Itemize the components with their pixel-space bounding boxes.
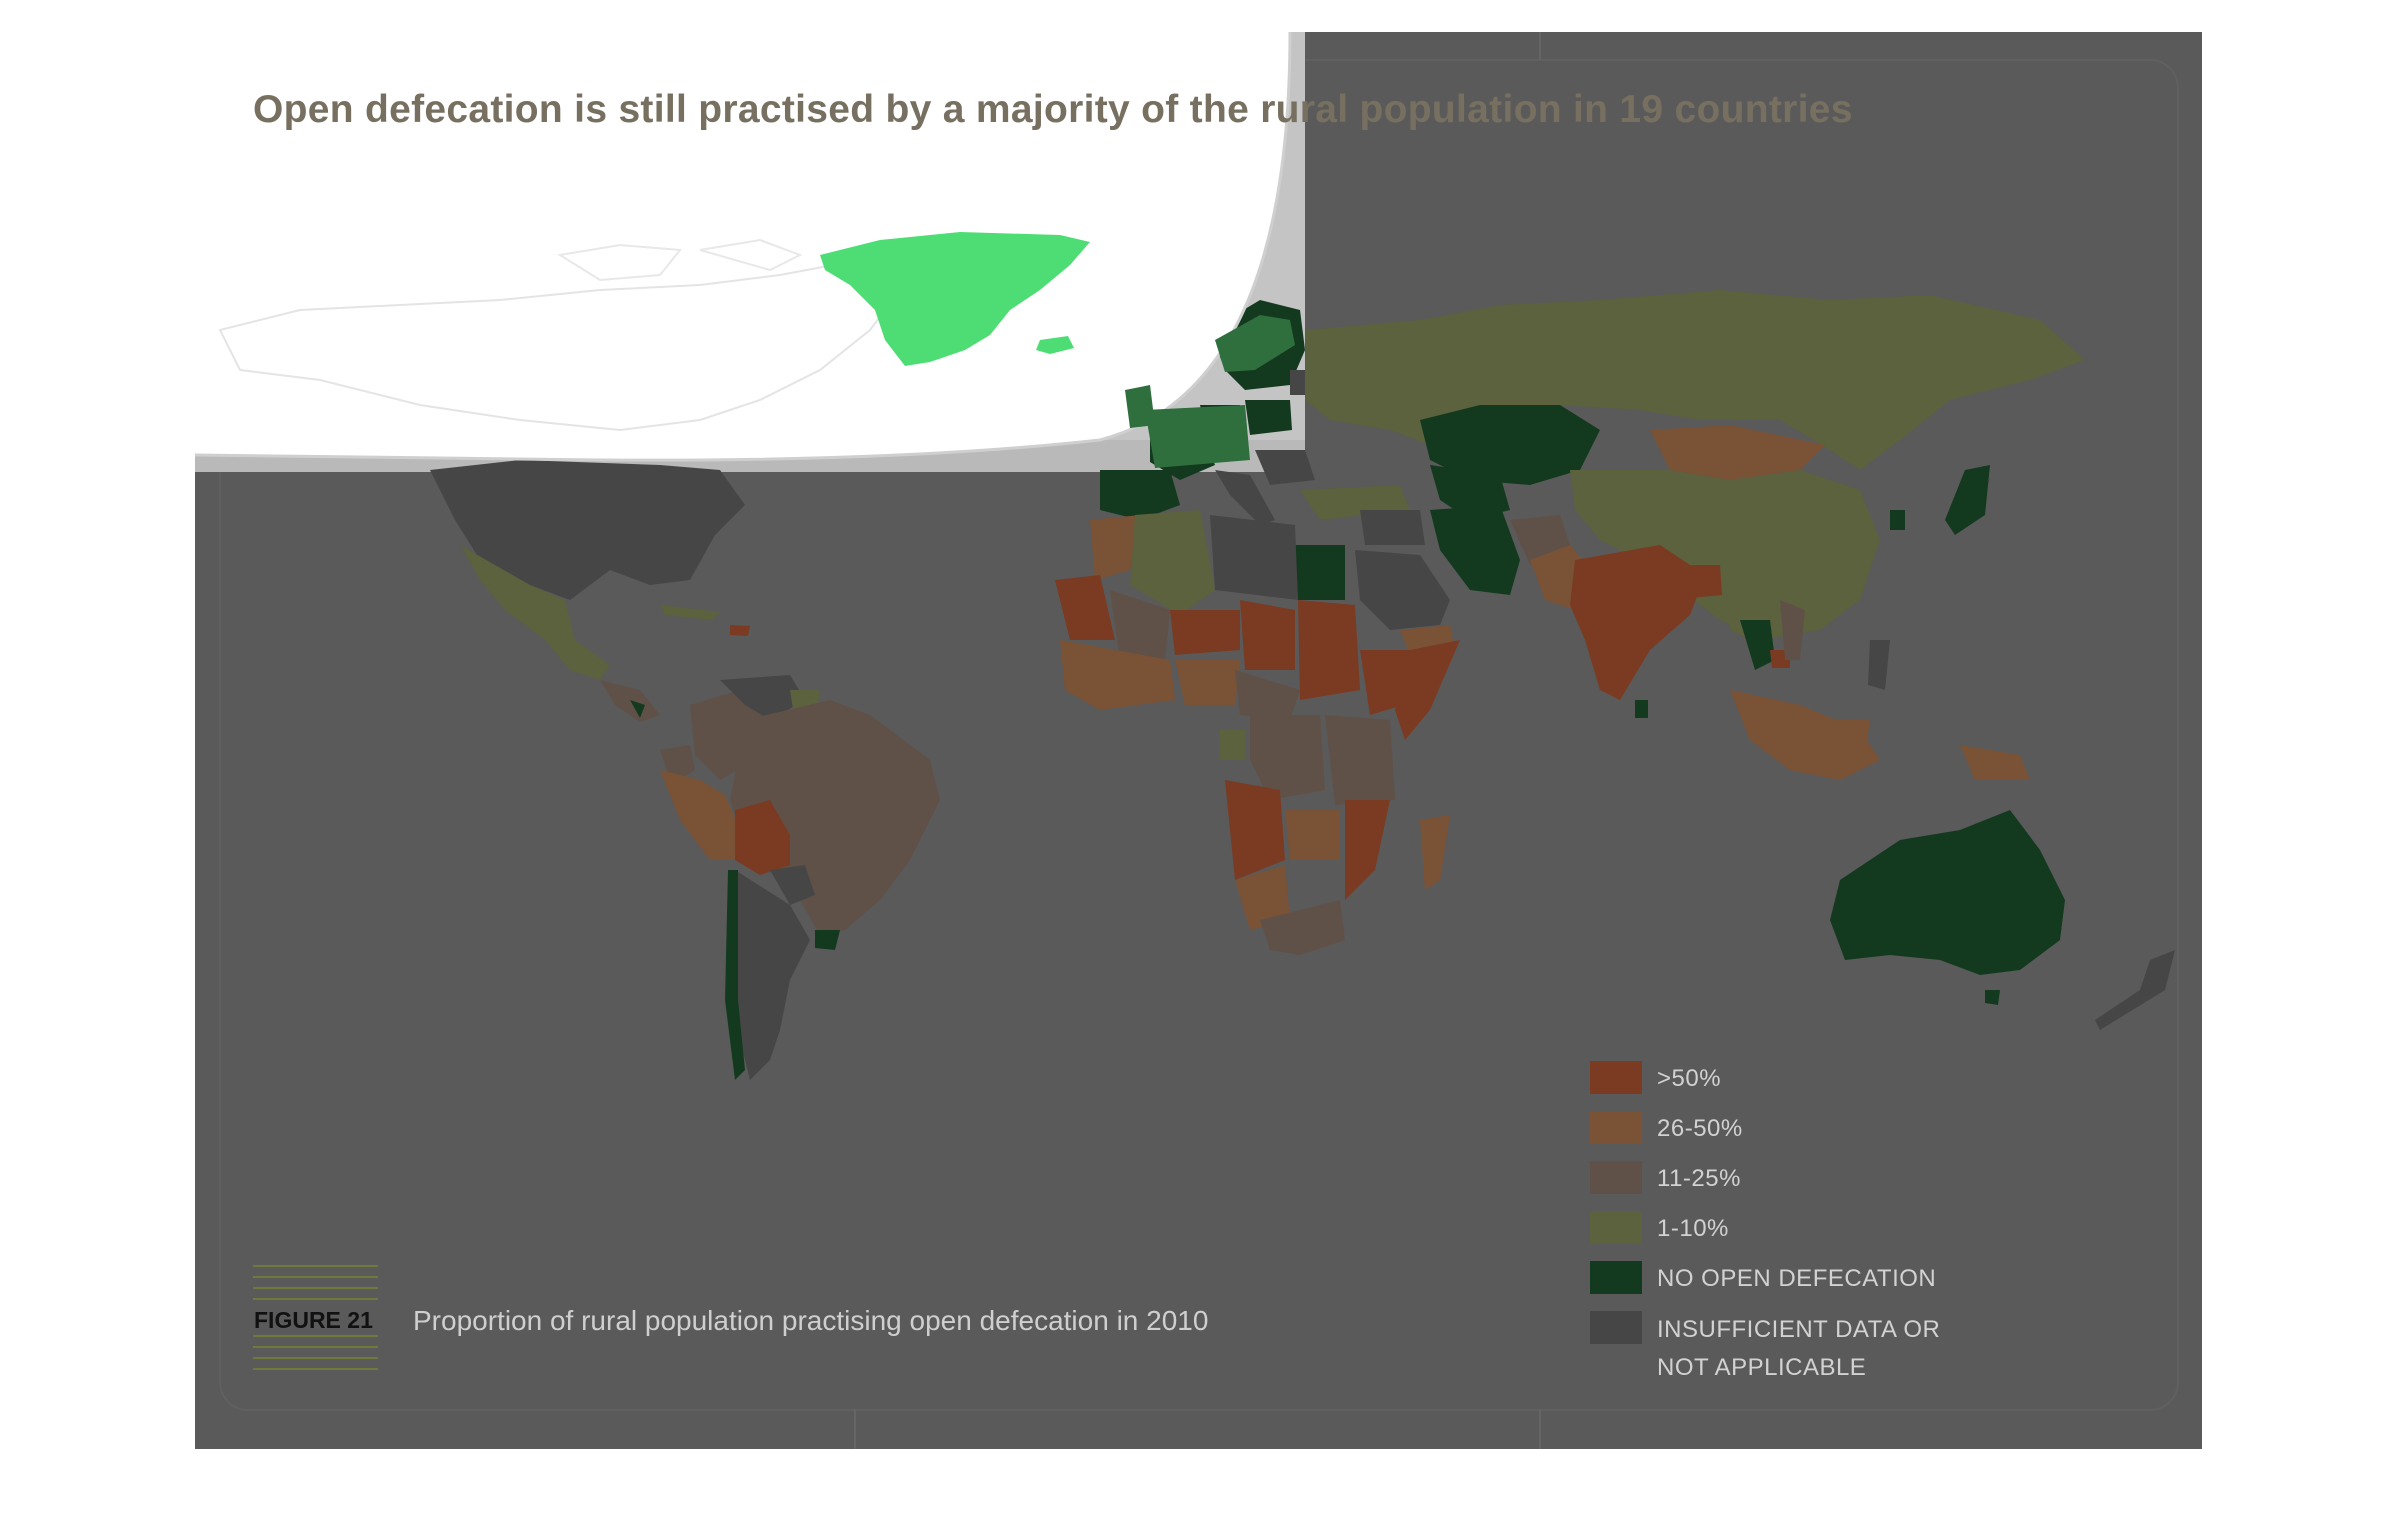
country-libya <box>1210 515 1298 600</box>
country-south-africa <box>1260 900 1345 955</box>
legend-swatch-0 <box>1590 1061 1642 1094</box>
country-angola <box>1225 780 1285 880</box>
country-drc <box>1250 715 1325 800</box>
country-russia <box>1305 290 2085 470</box>
legend-swatches <box>1590 1061 1642 1344</box>
country-western-europe-highlight <box>1145 405 1250 468</box>
country-uruguay <box>815 930 840 950</box>
country-india <box>1570 545 1705 700</box>
legend-swatch-3 <box>1590 1211 1642 1244</box>
country-sudan <box>1298 600 1360 700</box>
country-niger <box>1170 610 1240 655</box>
country-cuba <box>660 605 720 620</box>
legend-label-gt50: >50% <box>1657 1065 1722 1092</box>
country-vietnam <box>1780 600 1805 660</box>
country-mongolia <box>1650 425 1825 480</box>
country-greenland <box>820 232 1090 366</box>
peel-edge <box>194 31 1292 462</box>
country-cameroon-car <box>1235 670 1300 720</box>
country-egypt <box>1295 545 1345 600</box>
country-west-africa <box>1060 640 1175 710</box>
country-italy <box>1215 470 1275 525</box>
country-chad <box>1240 600 1295 670</box>
country-borneo <box>1820 720 1870 755</box>
country-mauritania <box>1055 575 1115 640</box>
country-indonesia <box>1730 690 1880 780</box>
country-norway-highlight <box>1215 315 1295 372</box>
country-syria-iraq <box>1360 510 1425 545</box>
canada-islands-outline <box>557 238 803 282</box>
country-peru <box>660 770 740 860</box>
figure-lines <box>253 1265 378 1370</box>
country-new-zealand <box>2095 950 2175 1030</box>
country-usa <box>430 460 745 600</box>
figure-label: FIGURE 21 <box>254 1307 373 1333</box>
legend-swatch-2 <box>1590 1161 1642 1194</box>
country-mexico <box>460 545 610 680</box>
country-mali <box>1110 590 1170 660</box>
country-paraguay <box>770 865 815 905</box>
country-australia <box>1830 810 2065 975</box>
country-central-america <box>600 680 660 722</box>
page-title: Open defecation is still practised by a … <box>253 88 1853 131</box>
country-sri-lanka <box>1635 700 1648 718</box>
country-nepal-bangladesh <box>1680 565 1722 598</box>
country-spain <box>1100 470 1180 520</box>
country-namibia <box>1235 865 1290 930</box>
country-kenya-tanzania <box>1325 715 1395 805</box>
legend-label-11-25: 11-25% <box>1657 1165 1741 1192</box>
country-poland <box>1245 400 1292 435</box>
country-mozambique <box>1345 800 1390 900</box>
country-iran <box>1430 505 1520 595</box>
country-morocco <box>1090 515 1140 580</box>
legend-label-26-50: 26-50% <box>1657 1115 1743 1142</box>
country-korea <box>1890 510 1905 530</box>
country-somalia <box>1395 640 1460 740</box>
country-nigeria <box>1175 660 1240 705</box>
country-canada-outline <box>218 258 902 432</box>
country-png <box>1960 745 2030 780</box>
figure-caption: Proportion of rural population practisin… <box>413 1305 1209 1336</box>
legend-label-insufficient: INSUFFICIENT DATA OR <box>1657 1316 1941 1343</box>
country-venezuela <box>720 675 805 720</box>
country-madagascar <box>1420 815 1450 890</box>
country-china <box>1570 470 1880 640</box>
legend-swatch-5 <box>1590 1311 1642 1344</box>
legend-label-1-10: 1-10% <box>1657 1215 1729 1242</box>
legend-label-not-applicable: NOT APPLICABLE <box>1657 1354 1867 1381</box>
country-iceland <box>1036 336 1074 354</box>
country-gabon <box>1220 730 1245 760</box>
peel-white <box>195 32 1290 461</box>
country-philippines <box>1868 640 1890 690</box>
country-costa-rica <box>630 700 645 718</box>
legend-swatch-4 <box>1590 1261 1642 1294</box>
country-algeria <box>1130 510 1215 615</box>
legend-swatch-1 <box>1590 1111 1642 1144</box>
country-balkans <box>1255 450 1315 485</box>
country-zambia <box>1285 810 1340 860</box>
legend-label-no-open: NO OPEN DEFECATION <box>1657 1265 1937 1292</box>
country-kazakhstan <box>1420 405 1600 485</box>
country-tasmania <box>1985 990 2000 1005</box>
country-chile <box>725 870 745 1080</box>
country-argentina <box>730 870 810 1080</box>
country-bolivia <box>735 800 790 875</box>
country-haiti <box>730 625 750 636</box>
country-saudi <box>1355 550 1450 630</box>
country-thailand <box>1740 620 1775 670</box>
country-japan <box>1945 465 1990 535</box>
